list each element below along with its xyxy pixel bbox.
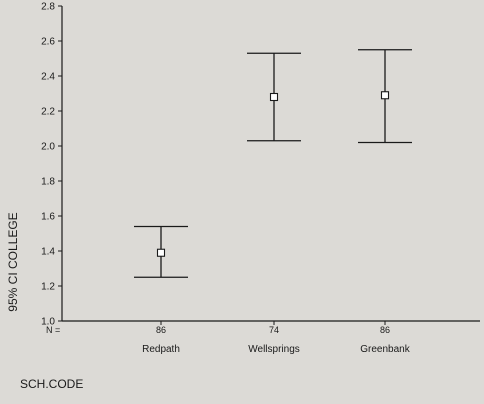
y-axis-title: 95% CI COLLEGE	[6, 212, 20, 311]
category-label: Redpath	[142, 344, 180, 355]
n-value-label: 74	[269, 325, 279, 335]
x-axis-ticks: 86 Redpath 74 Wellsprings 86 Greenbank	[142, 321, 411, 355]
y-tick-label: 1.2	[41, 282, 55, 293]
y-tick-label: 1.6	[41, 212, 55, 223]
y-tick-label: 2.0	[41, 142, 55, 153]
mean-marker	[269, 92, 279, 102]
y-tick-label: 1.4	[41, 247, 55, 258]
y-tick-label: 2.2	[41, 107, 55, 118]
y-tick-label: 2.8	[41, 2, 55, 13]
n-value-label: 86	[380, 325, 390, 335]
mean-marker	[156, 248, 166, 257]
y-tick-label: 1.8	[41, 177, 55, 188]
y-tick-label: 2.4	[41, 72, 55, 83]
n-value-label: 86	[156, 325, 166, 335]
n-label: N =	[46, 325, 60, 335]
y-tick-label: 1.0	[41, 317, 55, 328]
x-axis-title: SCH.CODE	[20, 377, 83, 391]
y-axis-ticks: 1.0 1.2 1.4 1.6 1.8 2.0 2.2 2.4 2.6 2.8	[41, 2, 62, 328]
category-label: Wellsprings	[248, 344, 300, 355]
mean-marker	[380, 91, 390, 100]
category-label: Greenbank	[360, 344, 410, 355]
y-tick-label: 2.6	[41, 37, 55, 48]
error-bars	[134, 49, 412, 278]
